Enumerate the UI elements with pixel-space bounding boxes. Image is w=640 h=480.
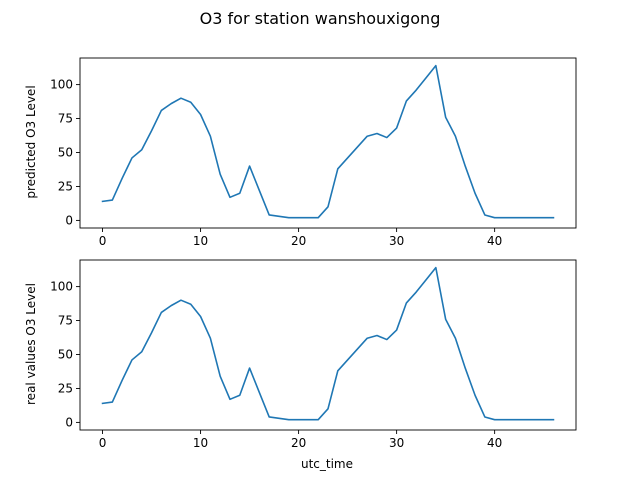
bottom-xtick-label-0: 0 <box>99 436 107 450</box>
top-subplot: predicted O3 Level 0 10 20 30 40 0 25 50 75 100 <box>24 57 577 248</box>
bottom-ytick-label-100: 100 <box>50 280 73 294</box>
bottom-plot-area: 0 10 20 30 40 0 25 50 75 100 <box>50 259 577 450</box>
top-xtick-label-40: 40 <box>487 234 502 248</box>
top-axes-frame <box>79 57 577 229</box>
bottom-xtick-label-40: 40 <box>487 436 502 450</box>
top-ylabel: predicted O3 Level <box>24 85 38 198</box>
bottom-xtick-label-10: 10 <box>193 436 208 450</box>
bottom-ytick-label-75: 75 <box>58 314 73 328</box>
top-series-line-0 <box>101 64 555 219</box>
top-xtick-label-0: 0 <box>99 234 107 248</box>
top-plot-area: 0 10 20 30 40 0 25 50 75 100 <box>50 57 577 248</box>
bottom-axes-frame <box>79 259 577 431</box>
top-ytick-label-25: 25 <box>58 179 73 193</box>
bottom-series-line-0 <box>101 266 555 421</box>
top-xtick-label-20: 20 <box>291 234 306 248</box>
top-ytick-label-50: 50 <box>58 146 73 160</box>
top-xtick-label-30: 30 <box>389 234 404 248</box>
figure-title: O3 for station wanshouxigong <box>200 9 441 28</box>
bottom-ytick-label-50: 50 <box>58 348 73 362</box>
bottom-subplot: real values O3 Level utc_time 0 10 20 30 400… <box>24 259 577 471</box>
top-ytick-label-100: 100 <box>50 78 73 92</box>
bottom-xlabel: utc_time <box>301 457 353 471</box>
top-ytick-label-75: 75 <box>58 112 73 126</box>
bottom-xtick-label-20: 20 <box>291 436 306 450</box>
top-ytick-label-0: 0 <box>65 213 73 227</box>
bottom-xtick-label-30: 30 <box>389 436 404 450</box>
bottom-ytick-label-0: 0 <box>65 415 73 429</box>
top-xtick-label-10: 10 <box>193 234 208 248</box>
bottom-ytick-label-25: 25 <box>58 381 73 395</box>
bottom-ylabel: real values O3 Level <box>24 283 38 405</box>
